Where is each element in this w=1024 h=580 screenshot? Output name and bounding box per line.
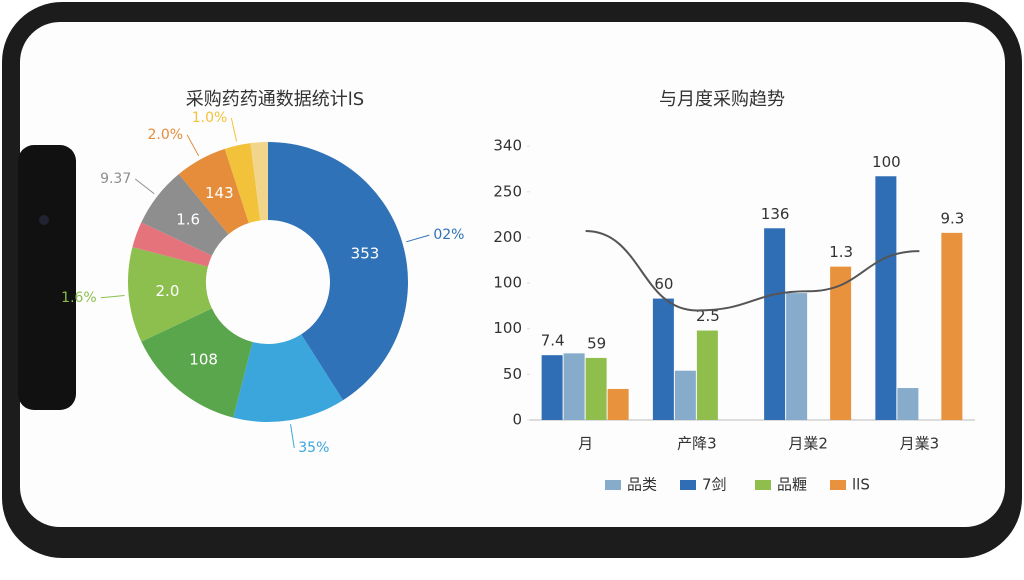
value-label: 1.3	[829, 243, 853, 261]
bar	[941, 232, 963, 420]
legend-swatch	[680, 480, 696, 490]
trend-line	[585, 230, 920, 312]
y-tick-label: 100	[493, 319, 522, 337]
bar	[830, 266, 852, 420]
legend-label: 7剑	[702, 476, 727, 494]
y-tick-label: 250	[493, 182, 522, 200]
x-tick-label: 月業3	[900, 435, 940, 453]
legend-label: 品糎	[777, 476, 807, 494]
legend-swatch	[830, 480, 846, 490]
segment-label: 353	[351, 244, 380, 262]
legend-label: 品类	[627, 476, 657, 494]
legend-label: llS	[852, 476, 870, 494]
value-label: 2.5	[696, 307, 720, 325]
outer-label: 2.0%	[147, 127, 183, 143]
segment-label: 2.0	[156, 282, 180, 300]
bar	[541, 355, 563, 420]
segment-label: 1.6	[176, 211, 200, 229]
y-tick-label: 0	[512, 411, 522, 429]
bar	[585, 357, 607, 420]
bar	[696, 330, 718, 420]
outer-label: 1.0%	[192, 110, 228, 126]
segment-label: 108	[189, 350, 218, 368]
legend-swatch	[605, 480, 621, 490]
value-label: 7.4	[541, 332, 565, 350]
leader-line	[230, 117, 238, 142]
x-tick-label: 月	[578, 435, 593, 453]
bar	[897, 388, 919, 420]
outer-label: 02%	[433, 227, 464, 243]
donut-segment	[224, 143, 261, 224]
y-tick-label: 100	[493, 274, 522, 292]
donut-segment	[250, 142, 268, 221]
y-tick-label: 50	[503, 365, 522, 383]
donut-segment	[141, 174, 229, 256]
y-tick-label: 200	[493, 228, 522, 246]
donut-segment	[268, 142, 408, 401]
segment-label: 143	[205, 184, 234, 202]
leader-line	[186, 134, 200, 157]
outer-label: 35%	[298, 440, 329, 456]
y-tick-label: 340	[493, 137, 522, 155]
bar	[563, 353, 585, 420]
value-label: 9.3	[940, 209, 964, 227]
leader-line	[100, 295, 125, 299]
x-tick-label: 产降3	[677, 435, 717, 453]
value-label: 59	[587, 334, 606, 352]
donut-segment	[132, 222, 212, 267]
value-label: 100	[872, 153, 901, 171]
chart-title: 采购药药通数据统计lS	[186, 89, 364, 110]
bar	[875, 176, 897, 420]
chart-title: 与月度采购趋势	[659, 89, 785, 110]
outer-label: 1.6%	[61, 290, 97, 306]
bar	[607, 388, 629, 420]
leader-line	[290, 424, 295, 449]
bar	[674, 370, 696, 420]
donut-segment	[128, 247, 212, 342]
legend-swatch	[755, 480, 771, 490]
leader-line	[134, 178, 155, 195]
bar	[764, 228, 786, 420]
notch	[18, 145, 76, 410]
camera	[39, 215, 49, 225]
bar	[652, 298, 674, 420]
bar	[786, 293, 808, 420]
donut-segment	[233, 334, 344, 422]
value-label: 60	[654, 275, 673, 293]
donut-segment	[141, 308, 253, 418]
outer-label: 9.37	[100, 171, 131, 187]
leader-line	[406, 234, 430, 243]
value-label: 136	[761, 205, 790, 223]
donut-segment	[178, 148, 249, 235]
x-tick-label: 月業2	[788, 435, 828, 453]
